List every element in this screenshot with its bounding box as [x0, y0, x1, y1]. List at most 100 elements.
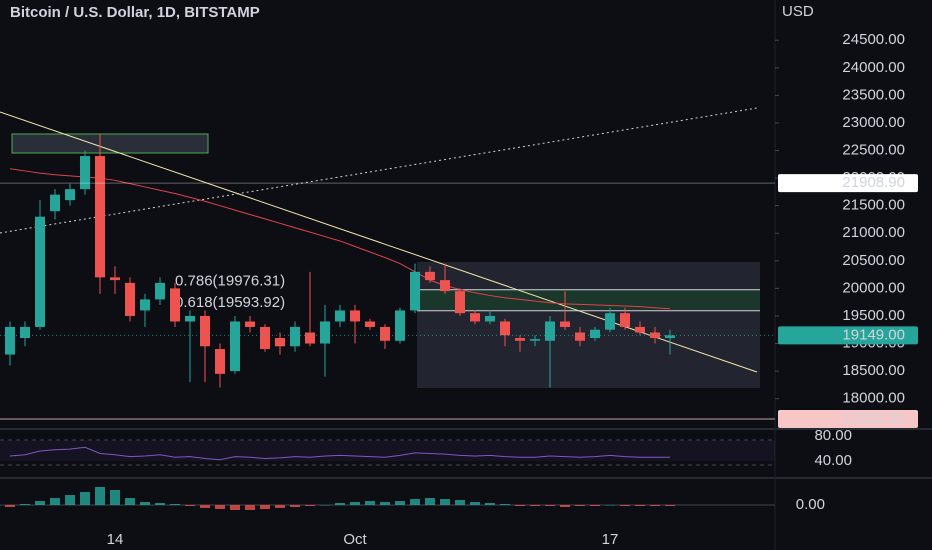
macd-bar: [530, 505, 540, 506]
candle-body: [230, 321, 240, 372]
candle-body: [515, 338, 525, 341]
axis-unit: USD: [782, 3, 814, 20]
candle-body: [260, 326, 270, 350]
macd-bar: [485, 503, 495, 505]
macd-bar: [125, 498, 135, 505]
y-tick-label: 18500.00: [842, 362, 905, 379]
x-tick-label: 17: [602, 531, 619, 548]
price-label: 21908.90: [842, 174, 905, 191]
candle-body: [500, 321, 510, 336]
macd-bar: [380, 502, 390, 505]
candle-body: [485, 315, 495, 322]
candle-body: [545, 321, 555, 341]
y-tick-label: 19500.00: [842, 307, 905, 324]
candle-body: [665, 335, 675, 339]
macd-bar: [665, 505, 675, 506]
y-tick-label: 22500.00: [842, 142, 905, 159]
macd-bar: [245, 505, 255, 510]
candle-body: [80, 156, 90, 190]
candle-body: [605, 313, 615, 330]
candle-body: [365, 321, 375, 327]
candle-body: [170, 288, 180, 322]
macd-bar: [335, 503, 345, 505]
macd-bar: [110, 490, 120, 505]
range-box: [417, 262, 760, 388]
y-tick-label: 21500.00: [842, 197, 905, 214]
candle-body: [200, 315, 210, 347]
candle-body: [305, 332, 315, 344]
candle-body: [95, 156, 105, 278]
candle-body: [320, 321, 330, 344]
macd-bar: [50, 498, 60, 505]
fib-label: 0.618(19593.92): [175, 294, 285, 311]
candle-body: [560, 321, 570, 327]
candle-body: [185, 315, 195, 322]
macd-bar: [635, 505, 645, 506]
macd-bar: [575, 505, 585, 506]
candle-body: [65, 189, 75, 201]
candle-body: [530, 339, 540, 341]
x-tick-label: 14: [107, 531, 124, 548]
macd-bar: [200, 505, 210, 508]
macd-bar: [140, 502, 150, 505]
macd-bar: [425, 498, 435, 505]
candle-body: [425, 271, 435, 281]
macd-bar: [620, 505, 630, 506]
candle-body: [140, 299, 150, 311]
macd-bar: [20, 504, 30, 505]
price-label-box: [778, 174, 918, 193]
rsi-line: [9, 446, 670, 461]
rsi-band: [0, 440, 775, 461]
fib-label: 0.786(19976.31): [175, 273, 285, 290]
zone-box: [11, 133, 209, 154]
macd-bar: [410, 499, 420, 505]
candle-body: [215, 349, 225, 374]
candle-body: [440, 280, 450, 292]
candle-body: [335, 310, 345, 322]
candle-body: [125, 282, 135, 316]
candle-body: [395, 310, 405, 341]
candle-body: [35, 216, 45, 327]
candle-body: [455, 291, 465, 314]
y-tick-label: 24500.00: [842, 31, 905, 48]
macd-bar: [320, 505, 330, 506]
macd-bar: [35, 501, 45, 505]
price-label: 19149.00: [842, 326, 905, 343]
candle-body: [155, 282, 165, 300]
candle-body: [590, 329, 600, 339]
candle-body: [650, 332, 660, 339]
macd-bar: [185, 505, 195, 506]
macd-bar: [470, 502, 480, 505]
y-tick-label: 24000.00: [842, 59, 905, 76]
candle-body: [50, 194, 60, 212]
moving-average: [9, 168, 671, 310]
candle-body: [290, 326, 300, 347]
macd-bar: [605, 505, 615, 506]
macd-bar: [305, 505, 315, 506]
y-tick-label: 23000.00: [842, 114, 905, 131]
trend-line: [0, 111, 758, 373]
chart-title: Bitcoin / U.S. Dollar, 1D, BITSTAMP: [10, 4, 260, 21]
macd-bar: [515, 505, 525, 506]
candle-body: [635, 326, 645, 333]
y-tick-label: 20500.00: [842, 252, 905, 269]
macd-bar: [290, 505, 300, 507]
macd-bar: [440, 499, 450, 505]
macd-bar: [545, 505, 555, 506]
candle-body: [620, 313, 630, 327]
macd-bar: [65, 495, 75, 505]
candle-body: [245, 321, 255, 327]
rsi-tick-label: 40.00: [814, 452, 852, 469]
rsi-tick-label: 80.00: [814, 427, 852, 444]
candle-body: [5, 326, 15, 355]
y-tick-label: 23500.00: [842, 86, 905, 103]
candle-body: [350, 310, 360, 322]
macd-bar: [560, 505, 570, 507]
macd-bar: [170, 504, 180, 505]
macd-bar: [275, 505, 285, 508]
macd-bar: [650, 505, 660, 506]
candle-body: [20, 326, 30, 339]
macd-bar: [365, 501, 375, 505]
